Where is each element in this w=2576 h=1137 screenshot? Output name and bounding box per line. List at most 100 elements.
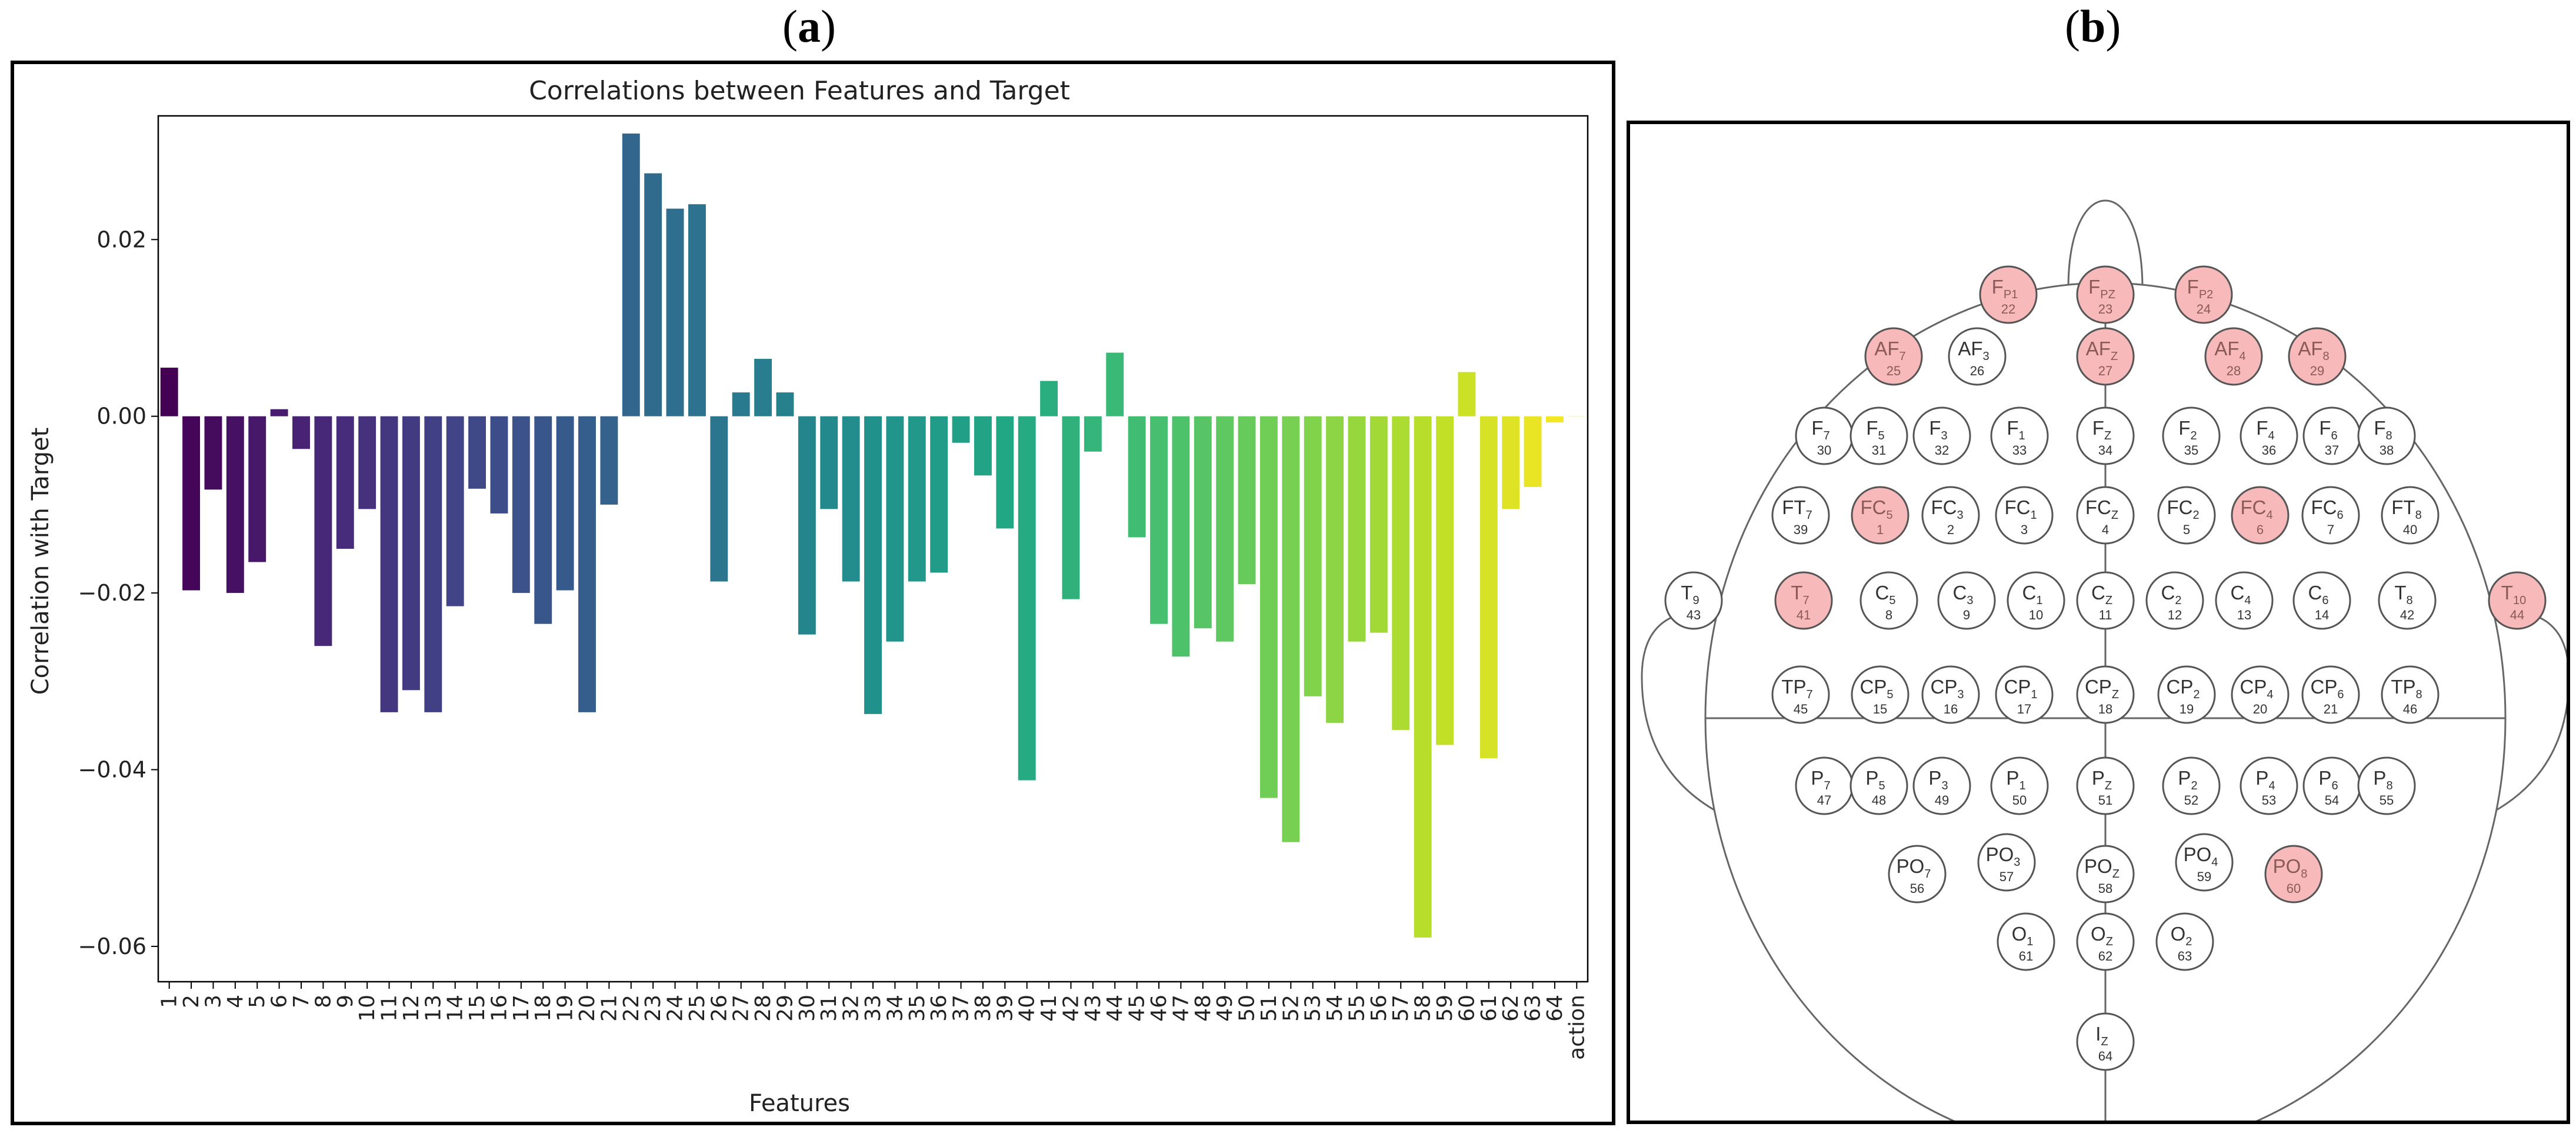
- electrode-subscript: 4: [2268, 779, 2275, 792]
- electrode-subscript: 2: [2175, 594, 2181, 607]
- bar-16: [490, 416, 508, 514]
- bar-18: [534, 416, 552, 624]
- electrode-subscript: 6: [2322, 594, 2328, 607]
- electrode-circle: [2288, 327, 2347, 386]
- panel-b-electrode-map: FP1 22 FPZ 23 FP2 24 AF7 25 AF3 26 AFZ 27 AF4 28 AF8 29…: [1627, 121, 2570, 1124]
- electrode-circle: [1774, 571, 1833, 630]
- electrode-subscript: 8: [2416, 688, 2422, 701]
- electrode-label: OZ: [2091, 923, 2113, 948]
- electrode-circle: [2292, 571, 2351, 630]
- x-tick-label: 28: [751, 995, 775, 1022]
- bar-14: [446, 416, 464, 606]
- electrode-number: 44: [2510, 608, 2524, 622]
- electrode-circle: [1948, 327, 2007, 386]
- electrode-circle: [2301, 486, 2360, 545]
- electrode-subscript: 4: [2240, 350, 2246, 363]
- electrode-number: 62: [2098, 949, 2112, 963]
- electrode-number: 57: [2000, 869, 2014, 884]
- electrode-subscript: 2: [2192, 509, 2199, 522]
- x-tick-label: 53: [1301, 995, 1325, 1022]
- y-tick-label: −0.06: [78, 933, 146, 959]
- electrode-number: 6: [2257, 522, 2264, 537]
- bar-41: [1040, 381, 1058, 416]
- bar-63: [1524, 416, 1542, 487]
- electrode-number: 50: [2012, 793, 2027, 808]
- bar-29: [776, 392, 794, 416]
- bar-chart: Correlations between Features and Target…: [27, 76, 1589, 1117]
- electrode-subscript: 3: [1941, 779, 1948, 792]
- electrode-circle: [2157, 486, 2216, 545]
- electrode-subscript: 1: [2030, 509, 2037, 522]
- electrode-label: TP8: [2391, 676, 2422, 701]
- bar-action: [1568, 416, 1586, 417]
- electrode-number: 37: [2325, 443, 2339, 458]
- electrode-circle: [2381, 486, 2440, 545]
- bar-48: [1194, 416, 1212, 629]
- bar-4: [226, 416, 244, 593]
- electrode-number: 8: [1885, 608, 1892, 622]
- bar-59: [1436, 416, 1454, 745]
- electrode-number: 61: [2019, 949, 2033, 963]
- electrode-subscript: 4: [2244, 594, 2251, 607]
- electrode-subscript: 8: [2301, 868, 2307, 881]
- electrode-number: 24: [2197, 302, 2211, 316]
- electrode-subscript: 4: [2266, 509, 2272, 522]
- electrode-label: POZ: [2084, 855, 2120, 881]
- bar-37: [952, 416, 970, 443]
- bar-40: [1018, 416, 1036, 781]
- bar-64: [1545, 416, 1564, 423]
- axes-layer: 1234567891011121314151617181920212223242…: [78, 115, 1589, 1060]
- electrode-subscript: 5: [1878, 779, 1885, 792]
- x-tick-label: 16: [487, 995, 511, 1022]
- electrode-circle: [2174, 265, 2233, 324]
- electrode-subscript: 3: [1941, 429, 1948, 442]
- electrode-circle: [2007, 571, 2065, 630]
- electrode-subscript: 2: [2191, 429, 2197, 442]
- bar-9: [336, 416, 354, 549]
- electrode-subscript: Z: [2105, 779, 2112, 792]
- electrode-subscript: 5: [1886, 509, 1892, 522]
- electrode-number: 45: [1794, 702, 1808, 716]
- electrode-circle: [2155, 912, 2214, 971]
- electrode-number: 51: [2098, 793, 2112, 808]
- x-tick-label: 5: [245, 995, 269, 1008]
- bar-19: [556, 416, 574, 591]
- x-tick-label: 26: [707, 995, 731, 1022]
- electrode-number: 36: [2262, 443, 2276, 458]
- electrode-number: 11: [2099, 608, 2112, 622]
- bar-38: [974, 416, 992, 476]
- electrode-number: 16: [1944, 702, 1958, 716]
- electrode-subscript: 7: [1824, 429, 1830, 442]
- electrodes-layer: FP122FPZ23FP224AF725AF326AFZ27AF428AF829…: [1664, 265, 2547, 1071]
- electrode-circle: [2076, 406, 2135, 465]
- electrode-subscript: 5: [1887, 688, 1893, 701]
- electrode-subscript: 7: [1803, 594, 1809, 607]
- x-tick-label: 46: [1147, 995, 1171, 1022]
- electrode-subscript: 1: [2019, 429, 2025, 442]
- x-tick-label: 43: [1081, 995, 1105, 1022]
- bar-8: [314, 416, 332, 646]
- bar-50: [1238, 416, 1256, 585]
- bar-23: [644, 173, 662, 416]
- electrode-label: F8: [2374, 417, 2392, 442]
